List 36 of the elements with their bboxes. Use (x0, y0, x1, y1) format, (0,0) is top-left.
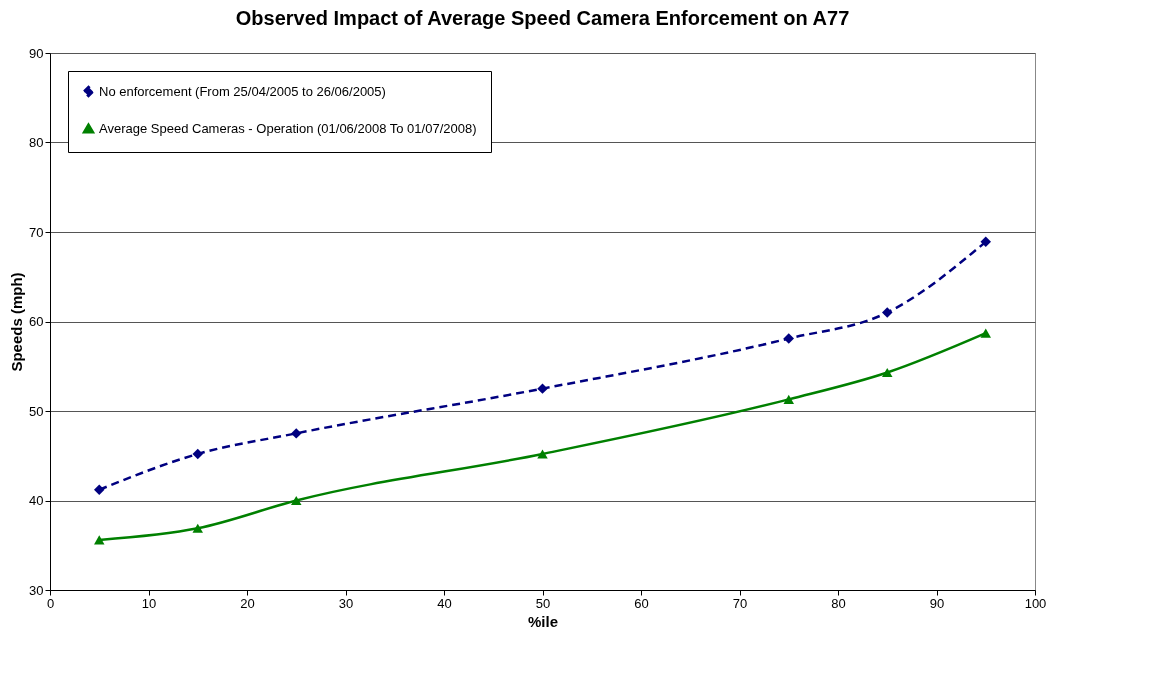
y-tick-label: 60 (29, 314, 44, 329)
x-tick-label: 100 (1024, 595, 1047, 611)
x-tick-label: 70 (732, 595, 748, 611)
x-tick-label: 0 (46, 595, 55, 611)
x-tick-label: 30 (338, 595, 354, 611)
x-axis-title: %ile (527, 612, 559, 630)
y-tick-label: 70 (29, 224, 44, 240)
point (783, 333, 794, 344)
point (882, 307, 893, 318)
point (192, 448, 203, 460)
point (94, 484, 105, 495)
y-tick-label: 80 (29, 135, 44, 150)
x-tick-label: 60 (634, 595, 649, 611)
point (291, 495, 302, 506)
x-tick-label: 90 (929, 595, 945, 611)
x-tick-label: 40 (437, 595, 452, 611)
y-axis-title: Speeds (mph) (8, 272, 26, 372)
point (291, 428, 302, 439)
point (537, 383, 548, 394)
point (783, 394, 794, 404)
legend-label: No enforcement (From 25/04/2005 to 26/06/2005) (99, 83, 386, 99)
chart-title: Observed Impact of Average Speed Camera Enforcement on A77 (235, 7, 850, 29)
y-tick-label: 50 (29, 403, 44, 419)
x-tick-label: 50 (535, 595, 551, 611)
x-tick-label: 10 (141, 595, 157, 611)
y-tick-label: 30 (29, 582, 44, 598)
point (980, 236, 991, 248)
point (980, 328, 991, 338)
point (882, 367, 893, 378)
point (192, 523, 203, 533)
legend-label: Average Speed Cameras - Operation (01/06/2008 To 01/07/2008) (99, 120, 477, 136)
point (537, 449, 548, 459)
y-tick-label: 90 (29, 45, 44, 61)
x-tick-label: 20 (240, 595, 255, 611)
y-tick-label: 40 (29, 493, 44, 508)
x-tick-label: 80 (831, 595, 846, 611)
